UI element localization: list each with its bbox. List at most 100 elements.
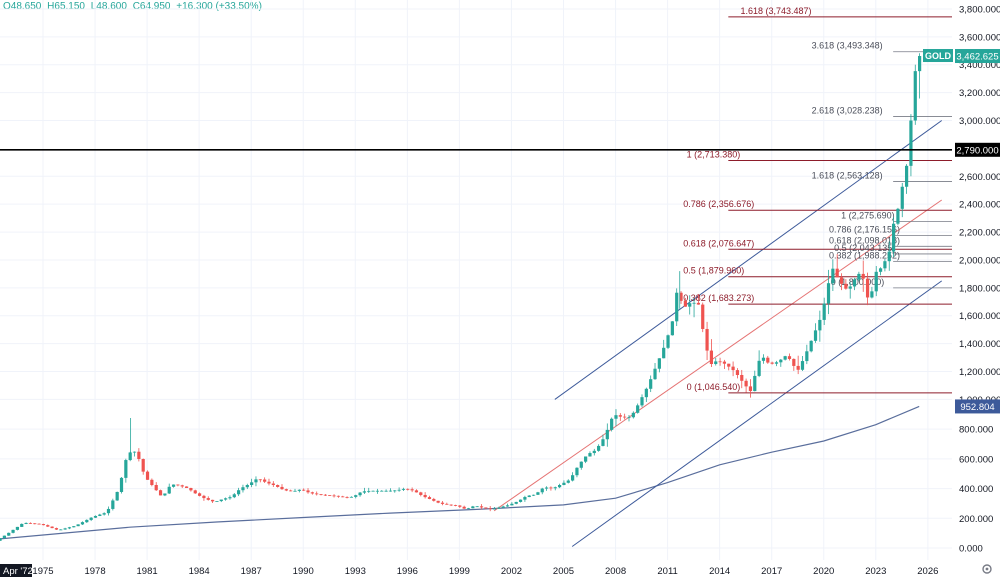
candle-body — [427, 497, 432, 499]
symbol-badge-label: GOLD — [925, 51, 951, 61]
y-axis[interactable]: 3,800.000 3,600.000 3,400.000 3,200.000 3,00… — [959, 4, 1000, 554]
candle-body — [276, 485, 280, 487]
candle-body — [540, 488, 544, 493]
candle-body — [870, 291, 874, 298]
candle-body — [557, 485, 562, 488]
candle-body — [197, 493, 202, 496]
candle-body — [380, 490, 384, 492]
x-tick-label: 2023 — [865, 566, 886, 577]
x-tick-label: 2011 — [657, 566, 677, 577]
candle-body — [722, 361, 727, 364]
candle-body — [514, 501, 518, 504]
moving-average-layer — [0, 405, 920, 540]
candle-body — [423, 494, 427, 498]
candle-body — [640, 397, 644, 406]
candle-body — [839, 277, 844, 284]
candle-body — [731, 366, 735, 371]
candle-body — [419, 492, 423, 495]
y-tick-label: 600.000 — [959, 454, 993, 465]
candle-body — [592, 450, 596, 454]
trend-line-channel-lower — [571, 280, 943, 547]
candle-body — [488, 508, 492, 510]
fib-level-label: 1.618 (3,743.487) — [740, 6, 811, 16]
x-tick-label: 1996 — [397, 566, 418, 577]
price-badges-layer: GOLD 3,462.625 2,790.000 952.804 — [923, 49, 1000, 414]
fib-level-label: 0 (1,046.540) — [687, 382, 741, 392]
candle-body — [319, 494, 323, 496]
candle-body — [852, 279, 857, 287]
fib-level-label: 0.786 (2,356.676) — [683, 199, 754, 209]
candle-body — [106, 508, 111, 514]
symbol-badge — [923, 49, 953, 63]
trend-lines-layer — [493, 120, 943, 547]
settings-gear-icon[interactable] — [982, 564, 992, 574]
candle-body — [805, 351, 809, 362]
candle-body — [566, 480, 570, 483]
candle-body — [787, 356, 792, 359]
candle-body — [80, 522, 85, 525]
candle-body — [219, 499, 223, 502]
candle-body — [614, 415, 618, 419]
candle-body — [696, 302, 700, 305]
candle-body — [649, 379, 653, 389]
candle-body — [171, 484, 176, 487]
candle-body — [63, 528, 67, 530]
candle-body — [744, 380, 748, 387]
y-tick-label: 1,800.000 — [959, 283, 1000, 294]
candle-body — [59, 529, 63, 531]
candle-body — [362, 491, 367, 493]
candle-body — [154, 485, 158, 491]
candle-body — [354, 495, 358, 497]
candle-body — [93, 515, 98, 518]
candle-body — [440, 502, 445, 504]
candle-body — [76, 524, 80, 527]
candle-body — [393, 490, 397, 492]
candle-body — [909, 120, 913, 166]
candle-body — [826, 283, 831, 304]
price-badge — [955, 142, 1000, 157]
x-tick-label: 1999 — [449, 566, 470, 577]
candle-body — [193, 490, 197, 494]
candle-body — [605, 429, 609, 440]
candle-body — [98, 514, 102, 516]
y-tick-label: 2,600.000 — [959, 172, 1000, 183]
candle-body — [210, 499, 215, 502]
candle-body — [336, 495, 340, 497]
ohlc-close: C64.950 — [132, 1, 171, 12]
candle-body — [844, 283, 848, 289]
candle-body — [479, 506, 484, 508]
candle-body — [241, 487, 245, 491]
candle-body — [119, 477, 124, 492]
candle-body — [267, 481, 271, 484]
x-tick-label: 1981 — [137, 566, 158, 577]
candle-body — [484, 507, 488, 509]
candle-body — [918, 56, 922, 72]
fib-level-label: 0.618 (2,076.647) — [683, 238, 754, 248]
x-start-label: Apr '72 — [3, 566, 33, 577]
candle-body — [137, 451, 141, 460]
fib-level-label: 0.382 (1,683.273) — [683, 293, 754, 303]
candle-body — [341, 496, 345, 498]
candle-body — [20, 523, 24, 527]
candle-body — [206, 498, 210, 500]
candle-body — [462, 506, 466, 509]
candle-body — [497, 507, 501, 509]
candle-body — [601, 439, 605, 446]
candle-body — [54, 528, 59, 530]
candle-body — [774, 362, 779, 364]
candle-body — [332, 495, 336, 497]
candle-body — [323, 494, 327, 496]
y-tick-label: 1,600.000 — [959, 311, 1000, 322]
candle-body — [900, 186, 904, 209]
candle-body — [328, 495, 332, 496]
candle-body — [397, 489, 401, 491]
x-axis[interactable]: Apr '72 1975 1978 1981 1984 1987 1990 1993 1996 1… — [0, 564, 938, 577]
candle-body — [145, 471, 150, 480]
fib-ext-label: 3.618 (3,493.348) — [812, 41, 883, 51]
candle-body — [779, 359, 783, 363]
candle-body — [7, 532, 11, 536]
candle-body — [458, 505, 462, 507]
candle-body — [631, 412, 635, 418]
trend-line-channel-mid — [493, 199, 943, 512]
